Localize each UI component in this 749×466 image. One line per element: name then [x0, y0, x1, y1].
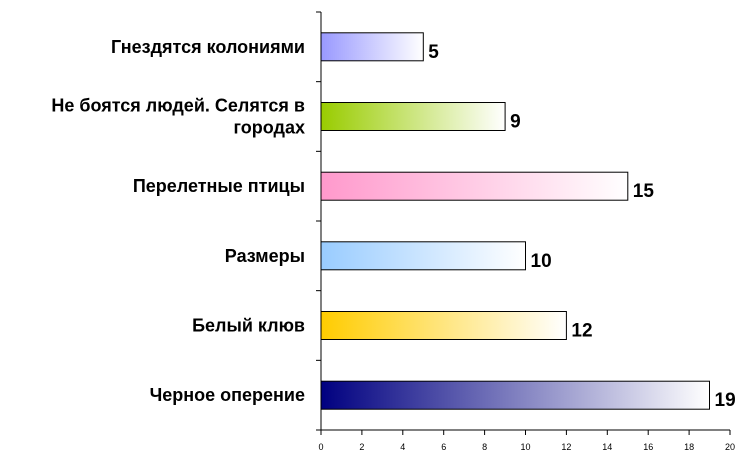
category-label-3-line-0: Размеры — [225, 246, 305, 266]
category-label-1-line-1: городах — [234, 118, 305, 138]
bars-layer — [320, 32, 710, 410]
x-tick-label-7: 14 — [602, 442, 612, 452]
bar-2 — [320, 171, 629, 201]
x-tick-label-8: 16 — [643, 442, 653, 452]
value-label-2: 15 — [633, 181, 655, 202]
bar-0 — [320, 32, 424, 62]
x-tick-label-2: 4 — [400, 442, 405, 452]
category-label-5-line-0: Черное оперение — [150, 385, 305, 405]
x-tick-label-4: 8 — [482, 442, 487, 452]
category-label-2-line-0: Перелетные птицы — [133, 176, 305, 196]
x-tick-label-10: 20 — [725, 442, 735, 452]
x-tick-label-3: 6 — [441, 442, 446, 452]
value-label-0: 5 — [428, 42, 439, 63]
value-label-3: 10 — [531, 251, 552, 272]
axis-layer: 0 2 4 6 8 10 12 14 16 18 20 — [316, 11, 735, 452]
bar-4 — [320, 311, 567, 340]
value-label-4: 12 — [571, 321, 592, 342]
bar-3 — [320, 241, 526, 271]
x-tick-label-0: 0 — [318, 442, 323, 452]
value-label-5: 19 — [715, 390, 736, 411]
x-tick-label-5: 10 — [520, 442, 530, 452]
bar-5 — [320, 380, 710, 410]
x-tick-label-9: 18 — [684, 442, 694, 452]
x-tick-label-1: 2 — [359, 442, 364, 452]
x-tick-label-6: 12 — [561, 442, 571, 452]
value-label-1: 9 — [510, 112, 521, 133]
category-label-4-line-0: Белый клюв — [192, 316, 305, 336]
category-label-1-line-0: Не боятся людей. Селятся в — [51, 96, 305, 116]
bar-1 — [320, 102, 506, 131]
category-label-0-line-0: Гнездятся колониями — [111, 37, 305, 57]
labels-layer: 5 Гнездятся колониями 9 Не боятся людей. Се… — [51, 37, 735, 411]
